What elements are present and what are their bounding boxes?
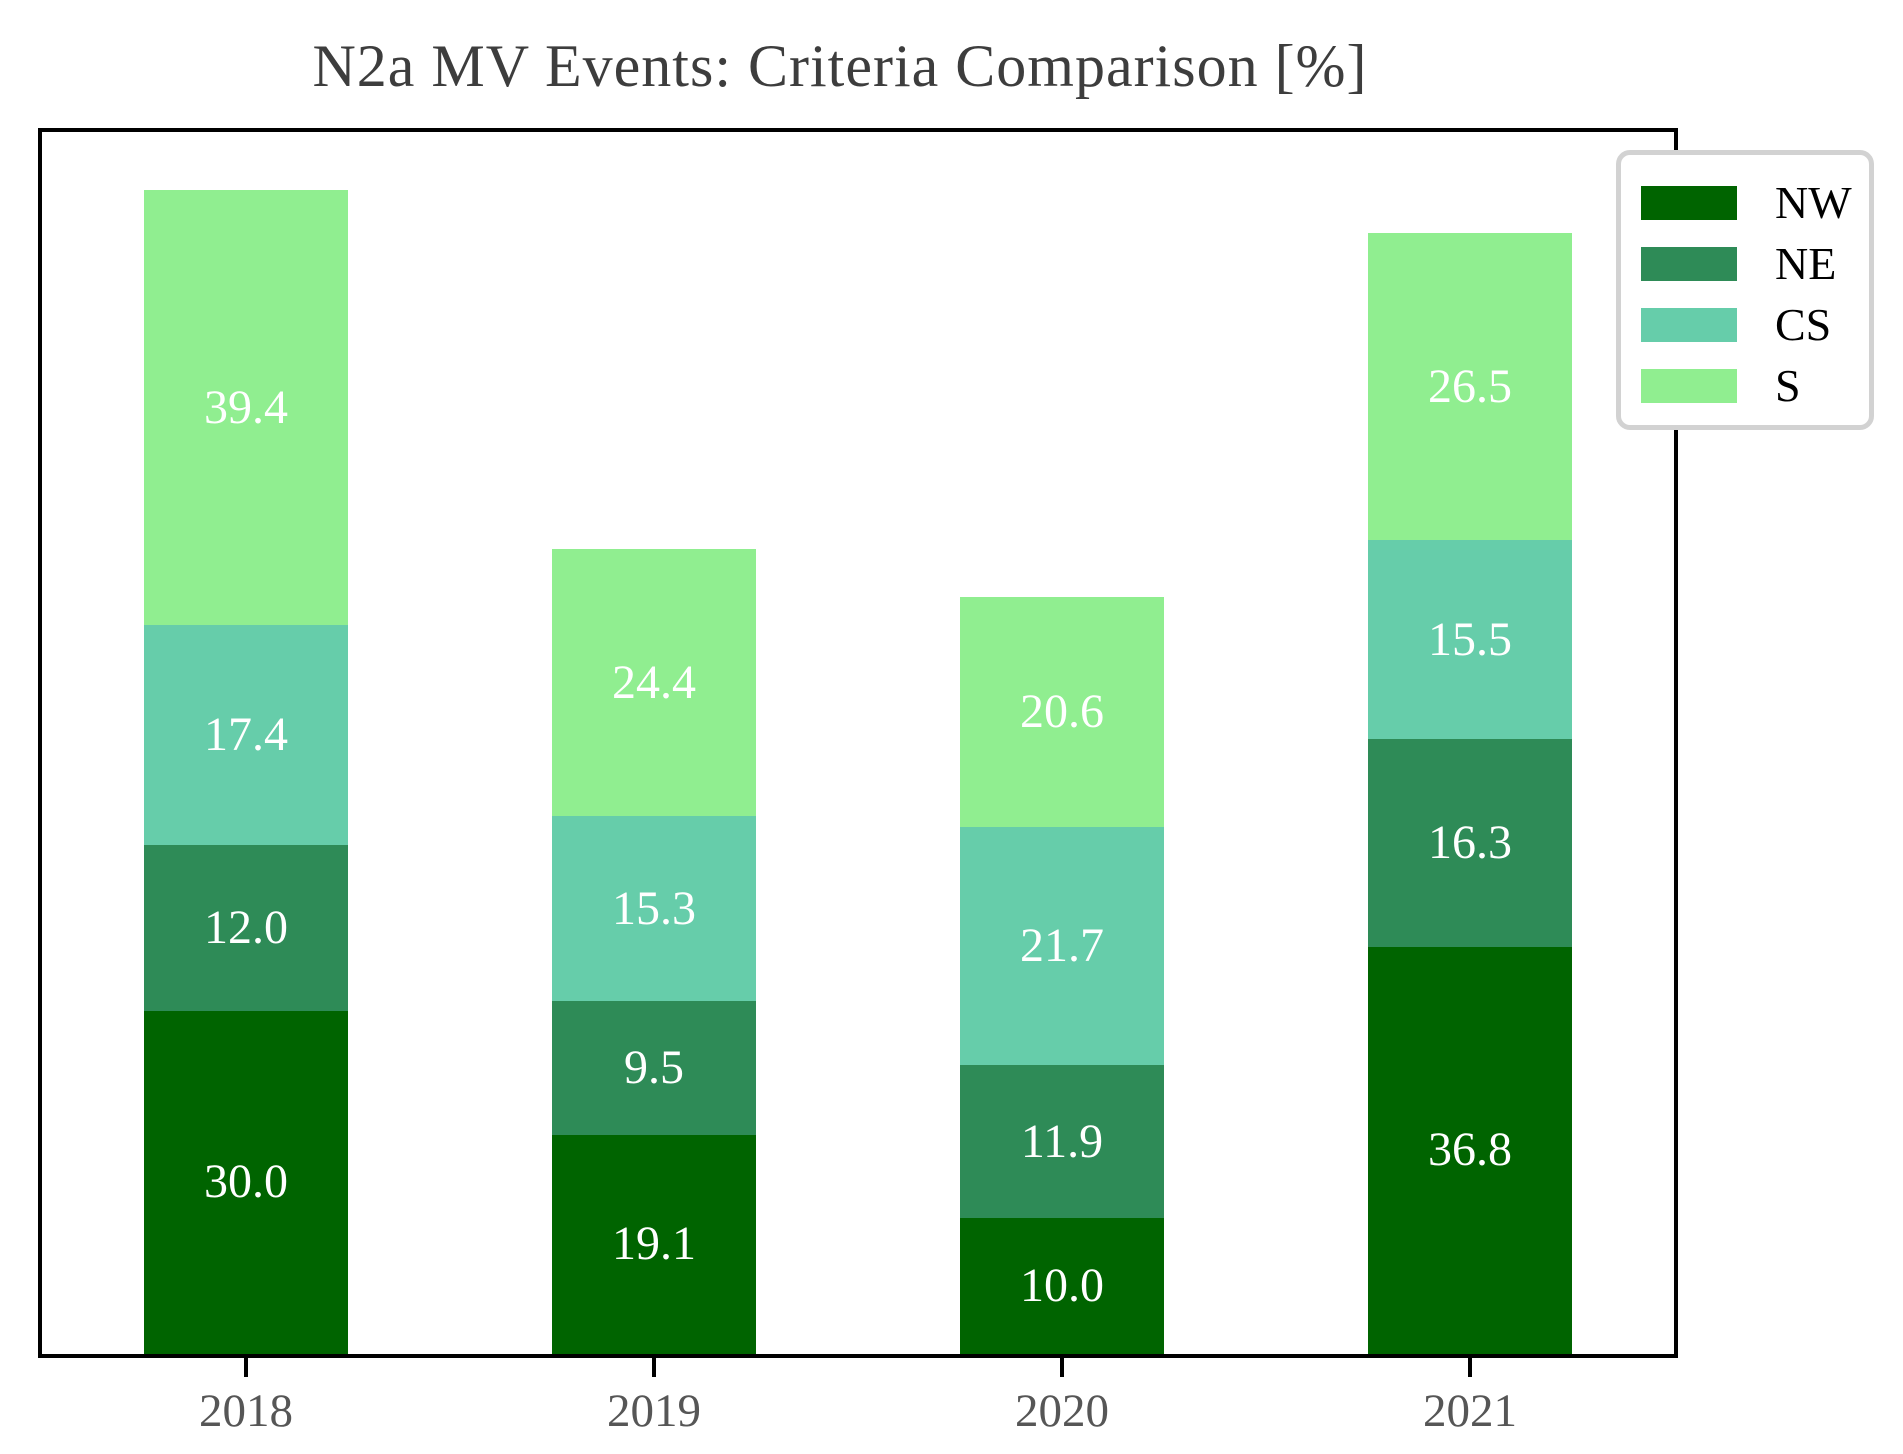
bar-value-label: 36.8	[1428, 1123, 1512, 1177]
bar-value-label: 26.5	[1428, 359, 1512, 413]
bar-2020-segment-S: 20.6	[960, 597, 1164, 827]
bar-2018-segment-S: 39.4	[144, 189, 348, 626]
bar-value-label: 11.9	[1020, 1114, 1104, 1168]
bar-value-label: 30.0	[204, 1155, 288, 1209]
legend-item-NW: NW	[1641, 172, 1869, 233]
bar-value-label: 16.3	[1428, 816, 1512, 870]
legend-swatch-S	[1641, 368, 1737, 403]
legend: NW NE CS S	[1616, 150, 1874, 430]
x-tick-label-2020: 2020	[1015, 1385, 1109, 1437]
bar-2018-segment-CS: 17.4	[144, 625, 348, 845]
x-tick-mark-2020	[1060, 1358, 1064, 1377]
bar-2021-segment-NE: 16.3	[1368, 739, 1572, 947]
bar-2020-segment-NE: 11.9	[960, 1065, 1164, 1219]
bar-value-label: 19.1	[612, 1217, 696, 1271]
x-tick-label-2018: 2018	[199, 1385, 293, 1437]
bar-2019-segment-NE: 9.5	[552, 1001, 756, 1135]
legend-swatch-NE	[1641, 246, 1737, 281]
bar-value-label: 9.5	[624, 1040, 684, 1094]
bar-2018: 39.4 17.4 12.0 30.0	[144, 189, 348, 1354]
legend-swatch-CS	[1641, 307, 1737, 342]
bar-value-label: 21.7	[1020, 919, 1104, 973]
x-tick-label-2021: 2021	[1423, 1385, 1517, 1437]
legend-item-S: S	[1641, 355, 1869, 416]
bar-2020-segment-CS: 21.7	[960, 826, 1164, 1066]
chart-title: N2a MV Events: Criteria Comparison [%]	[312, 33, 1368, 99]
bar-2021-segment-CS: 15.5	[1368, 540, 1572, 740]
bar-2019-segment-NW: 19.1	[552, 1134, 756, 1354]
x-tick-mark-2021	[1468, 1358, 1472, 1377]
legend-label-S: S	[1775, 359, 1801, 411]
bar-value-label: 12.0	[204, 900, 288, 954]
bar-value-label: 17.4	[204, 708, 288, 762]
bar-2020-segment-NW: 10.0	[960, 1218, 1164, 1354]
bar-value-label: 15.3	[612, 881, 696, 935]
legend-item-CS: CS	[1641, 294, 1869, 355]
x-tick-mark-2018	[244, 1358, 248, 1377]
bar-value-label: 39.4	[204, 380, 288, 434]
legend-label-NW: NW	[1775, 176, 1852, 228]
bar-value-label: 20.6	[1020, 685, 1104, 739]
bar-value-label: 24.4	[612, 655, 696, 709]
bar-2021: 26.5 15.5 16.3 36.8	[1368, 233, 1572, 1355]
x-tick-mark-2019	[652, 1358, 656, 1377]
bar-value-label: 10.0	[1020, 1259, 1104, 1313]
bar-2018-segment-NW: 30.0	[144, 1010, 348, 1354]
legend-label-NE: NE	[1775, 237, 1837, 289]
legend-label-CS: CS	[1775, 298, 1832, 350]
bar-2019-segment-S: 24.4	[552, 549, 756, 817]
bar-2019: 24.4 15.3 9.5 19.1	[552, 549, 756, 1354]
legend-swatch-NW	[1641, 185, 1737, 220]
plot-area: 39.4 17.4 12.0 30.0 24.4 15.3 9.5 19.1 20.6 21.7 1…	[38, 128, 1678, 1358]
x-tick-label-2019: 2019	[607, 1385, 701, 1437]
bar-2019-segment-CS: 15.3	[552, 816, 756, 1002]
bar-value-label: 15.5	[1428, 612, 1512, 666]
bar-2018-segment-NE: 12.0	[144, 844, 348, 1011]
bar-2020: 20.6 21.7 11.9 10.0	[960, 597, 1164, 1354]
bar-2021-segment-NW: 36.8	[1368, 946, 1572, 1355]
legend-item-NE: NE	[1641, 233, 1869, 294]
x-axis-ticks: 2018 2019 2020 2021	[42, 1358, 1674, 1448]
bar-2021-segment-S: 26.5	[1368, 233, 1572, 541]
